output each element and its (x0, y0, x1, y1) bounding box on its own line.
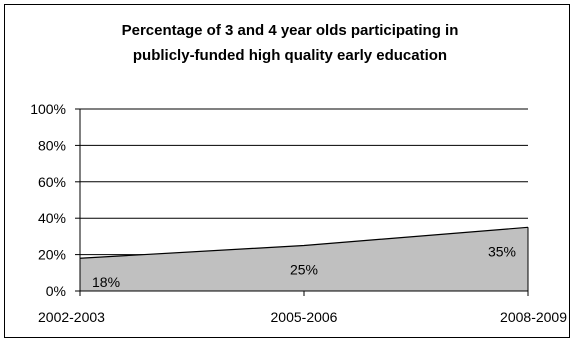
data-label: 18% (92, 274, 120, 290)
data-labels: 18% 25% 35% (92, 243, 516, 290)
chart-title-line-2: publicly-funded high quality early educa… (132, 47, 448, 64)
y-tick-label: 0% (46, 283, 66, 299)
data-label: 35% (488, 243, 516, 259)
y-tick-label: 80% (38, 137, 66, 153)
chart-title-line-1: Percentage of 3 and 4 year olds particip… (121, 22, 459, 39)
axes (75, 108, 529, 296)
x-tick-label: 2002-2003 (38, 309, 105, 325)
area-fill (80, 227, 528, 291)
x-tick-label: 2008-2009 (500, 309, 567, 325)
series-line (79, 226, 529, 259)
data-label: 25% (290, 262, 318, 278)
y-tick-label: 40% (38, 210, 66, 226)
x-axis-tick-labels: 2002-2003 2005-2006 2008-2009 (38, 309, 567, 325)
y-tick-label: 100% (30, 101, 66, 117)
chart-title: Percentage of 3 and 4 year olds particip… (0, 18, 580, 68)
x-tick-label: 2005-2006 (271, 309, 338, 325)
y-tick-label: 60% (38, 174, 66, 190)
y-tick-label: 20% (38, 247, 66, 263)
area-series (79, 226, 529, 291)
y-axis-tick-labels: 0% 20% 40% 60% 80% 100% (30, 101, 66, 299)
